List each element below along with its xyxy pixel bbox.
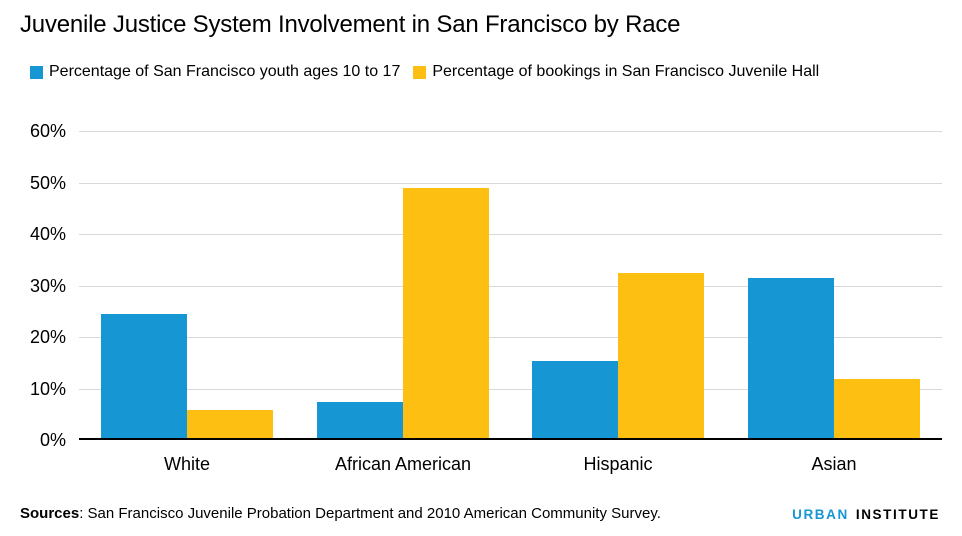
legend-item-youth: Percentage of San Francisco youth ages 1… xyxy=(30,63,400,81)
gridline-20pct xyxy=(79,337,942,338)
y-axis-tick-label-60pct: 60% xyxy=(29,121,66,141)
legend-swatch-blue-icon xyxy=(30,65,43,79)
bar-white-youth xyxy=(101,314,187,438)
bar-african-american-youth xyxy=(317,402,403,438)
gridline-30pct xyxy=(79,286,942,287)
bar-asian-youth xyxy=(748,278,834,438)
bar-african-american-bookings xyxy=(403,188,489,438)
sources-note: Sources: San Francisco Juvenile Probatio… xyxy=(20,504,661,524)
gridline-50pct xyxy=(79,183,942,184)
legend-swatch-yellow-icon xyxy=(413,65,427,79)
bar-hispanic-youth xyxy=(532,361,618,438)
y-axis-tick-label-50pct: 50% xyxy=(29,173,66,193)
bar-hispanic-bookings xyxy=(618,273,704,438)
urban-institute-logo: URBAN INSTITUTE xyxy=(792,507,940,522)
x-axis-line xyxy=(79,438,942,440)
y-axis-tick-label-10pct: 10% xyxy=(29,379,66,399)
logo-institute-text: INSTITUTE xyxy=(855,507,940,522)
bar-white-bookings xyxy=(187,410,273,438)
chart-title: Juvenile Justice System Involvement in S… xyxy=(20,11,681,38)
y-axis-tick-label-40pct: 40% xyxy=(29,224,66,244)
gridline-10pct xyxy=(79,389,942,390)
y-axis-tick-label-20pct: 20% xyxy=(29,327,66,347)
legend-item-bookings: Percentage of bookings in San Francisco … xyxy=(413,63,819,81)
gridline-60pct xyxy=(79,131,942,132)
x-axis-label-white: White xyxy=(163,454,210,474)
x-axis-label-african-american: African American xyxy=(334,454,472,474)
y-axis-tick-label-0pct: 0% xyxy=(39,430,66,450)
legend-label-bookings: Percentage of bookings in San Francisco … xyxy=(432,63,820,80)
sources-text: : San Francisco Juvenile Probation Depar… xyxy=(79,505,661,522)
sources-label: Sources xyxy=(20,505,80,522)
x-axis-label-hispanic: Hispanic xyxy=(583,454,653,474)
legend-label-youth: Percentage of San Francisco youth ages 1… xyxy=(49,63,401,80)
y-axis-tick-label-30pct: 30% xyxy=(29,276,66,296)
gridline-40pct xyxy=(79,234,942,235)
legend: Percentage of San Francisco youth ages 1… xyxy=(30,63,819,81)
logo-urban-text: URBAN xyxy=(792,507,849,522)
bar-asian-bookings xyxy=(834,379,920,438)
x-axis-label-asian: Asian xyxy=(811,454,857,474)
